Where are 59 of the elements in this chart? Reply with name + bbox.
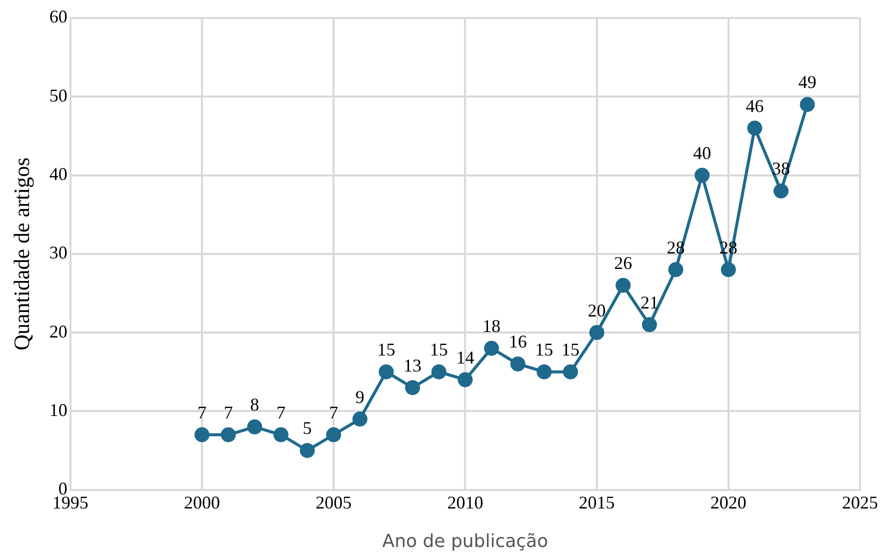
x-tick-label: 2000 — [184, 492, 220, 512]
y-tick-label: 20 — [49, 321, 68, 342]
x-tick-label: 2005 — [316, 492, 352, 512]
data-label: 15 — [377, 340, 396, 360]
point — [562, 364, 578, 380]
x-tick-label: 2025 — [842, 492, 878, 512]
point — [616, 278, 631, 293]
data-label: 49 — [798, 72, 816, 92]
data-label: 15 — [561, 340, 580, 360]
point — [378, 364, 394, 380]
point — [800, 96, 815, 112]
point — [536, 364, 552, 380]
y-tick-label: 10 — [49, 400, 68, 420]
point — [668, 262, 684, 278]
point — [774, 183, 789, 198]
data-label: 18 — [482, 316, 501, 336]
data-label: 7 — [198, 402, 206, 422]
point — [431, 364, 446, 380]
data-label: 40 — [693, 143, 712, 163]
point — [747, 120, 762, 136]
y-tick-label: 40 — [49, 164, 68, 184]
point — [352, 412, 368, 427]
point — [642, 317, 657, 332]
y-tick-label: 30 — [49, 242, 68, 263]
data-label: 5 — [302, 418, 312, 438]
y-tick-label: 50 — [49, 85, 68, 106]
data-label: 7 — [329, 402, 338, 422]
y-axis-title: Quantidade de artigos — [8, 157, 34, 350]
point — [694, 168, 710, 183]
data-label: 16 — [508, 332, 527, 352]
point — [273, 427, 288, 442]
point — [589, 325, 604, 340]
data-label: 20 — [588, 300, 606, 320]
point — [458, 372, 473, 388]
point — [405, 380, 420, 396]
data-label: 14 — [456, 347, 474, 368]
point — [326, 427, 342, 442]
data-label: 13 — [404, 355, 422, 376]
data-label: 7 — [224, 402, 233, 422]
data-label: 8 — [250, 394, 260, 415]
data-label: 9 — [355, 386, 364, 407]
point — [510, 356, 526, 372]
point — [720, 262, 736, 278]
data-label: 21 — [640, 292, 658, 312]
x-tick-label: 2020 — [710, 492, 746, 512]
point — [247, 419, 262, 434]
data-label: 46 — [746, 96, 764, 116]
y-tick-label: 60 — [49, 6, 68, 27]
point — [300, 442, 315, 458]
x-tick-label: 2015 — [578, 492, 615, 512]
data-label: 26 — [614, 253, 632, 274]
data-label: 7 — [276, 402, 286, 422]
x-axis-title: Ano de publicação — [382, 530, 548, 552]
point — [194, 427, 210, 442]
data-label: 15 — [535, 340, 554, 360]
x-tick-label: 2010 — [447, 492, 484, 512]
point — [220, 427, 236, 442]
data-label: 15 — [430, 340, 448, 360]
point — [484, 340, 500, 356]
